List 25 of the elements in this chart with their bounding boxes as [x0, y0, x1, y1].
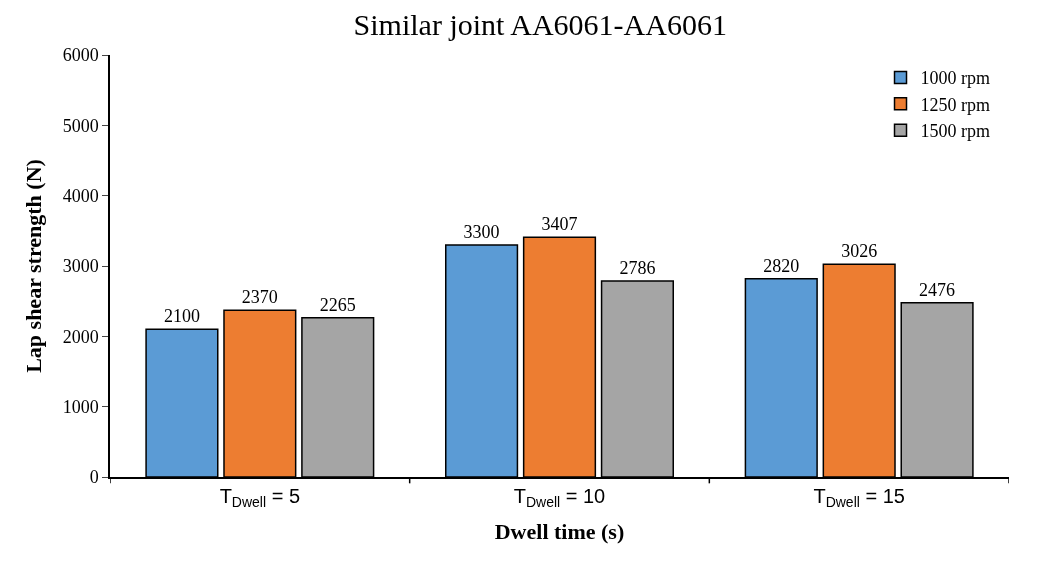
x-tick-label: T$_{Dwell}$ = 5 [219, 484, 301, 510]
x-axis-title: Dwell time (s) [494, 519, 625, 545]
x-tick-label: T$_{Dwell}$ = 15 [813, 484, 905, 510]
data-label: 3407 [541, 214, 578, 235]
data-label: 2476 [919, 279, 956, 300]
legend-label: 1250 rpm [920, 94, 991, 115]
x-tick-label: T$_{Dwell}$ = 10 [513, 484, 606, 510]
data-label: 2370 [241, 287, 278, 308]
y-axis-title: Lap shear strength (N) [20, 159, 46, 373]
data-label: 2820 [763, 255, 800, 276]
legend-label: 1500 rpm [920, 121, 991, 142]
y-tick-label: 4000 [62, 185, 99, 206]
y-tick-label: 5000 [62, 115, 99, 136]
y-tick-label: 6000 [62, 45, 99, 66]
y-tick-label: 1000 [62, 396, 99, 417]
data-label: 2265 [319, 294, 356, 315]
y-tick-label: 2000 [62, 326, 99, 347]
y-tick-label: 0 [89, 467, 99, 488]
chart-title: Similar joint AA6061-AA6061 [353, 8, 727, 42]
data-label: 3026 [841, 241, 878, 262]
legend-label: 1000 rpm [920, 68, 991, 89]
data-label: 3300 [463, 221, 500, 242]
y-tick-label: 3000 [62, 256, 99, 277]
data-label: 2786 [619, 258, 656, 279]
data-label: 2100 [163, 306, 200, 327]
